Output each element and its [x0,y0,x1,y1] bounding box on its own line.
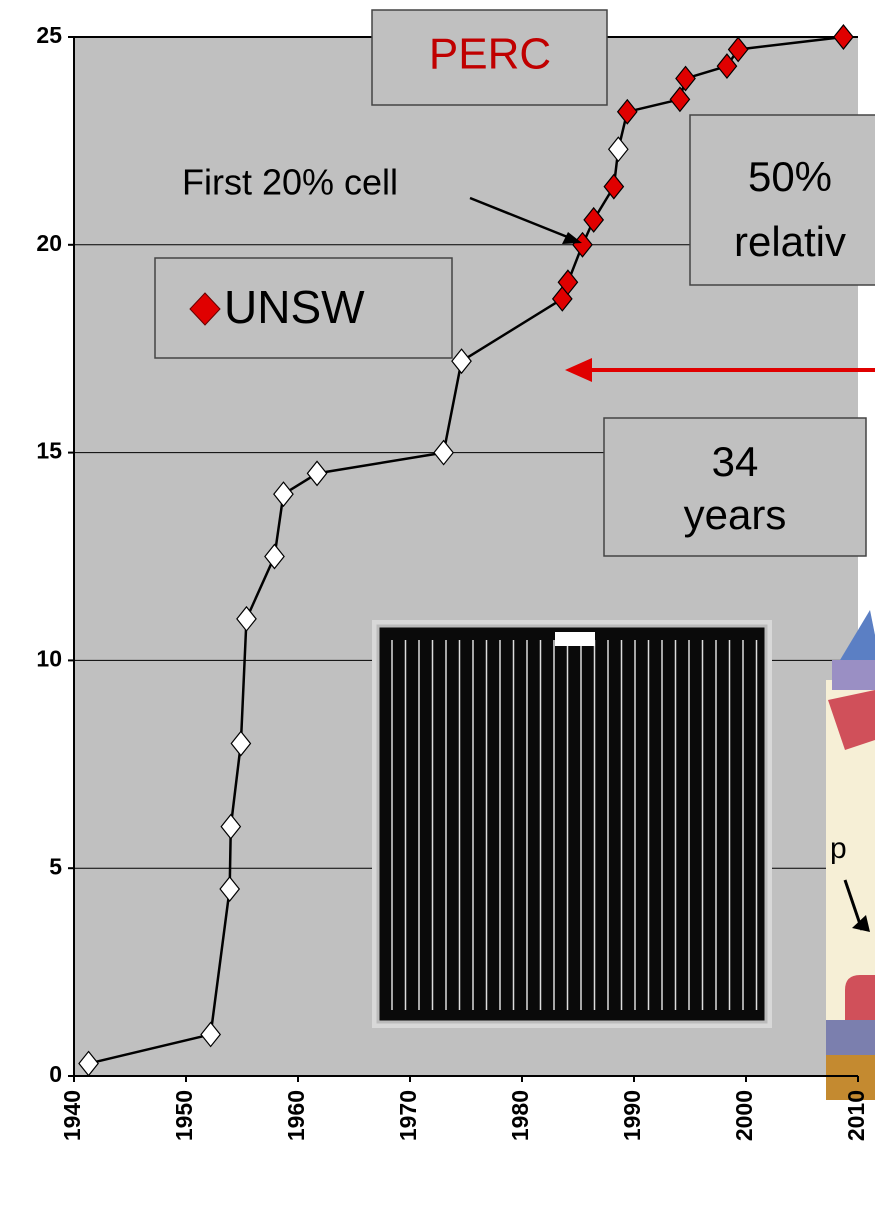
cell-photo [372,620,772,1028]
relative-label: 50% [748,153,832,200]
years-label: 34 [712,438,759,485]
diagram-label: p [830,832,847,865]
page: {"chart_data": { "type": "scatter", "xli… [0,0,875,1218]
x-tick-label: 2010 [843,1090,869,1141]
x-tick-label: 1990 [619,1090,645,1141]
y-tick-label: 5 [49,853,62,879]
relative-label: relativ [734,218,846,265]
x-tick-label: 1950 [171,1090,197,1141]
x-tick-label: 1960 [283,1090,309,1141]
y-tick-label: 10 [36,645,62,671]
chart: p PERC First 20% cell UNSW 50% relativ 3… [0,0,875,1218]
perc-label: PERC [429,30,551,79]
y-tick-label: 0 [49,1061,62,1087]
x-tick-label: 2000 [731,1090,757,1141]
cell-diagram: p [826,610,875,1100]
legend-label: UNSW [224,281,365,333]
first-cell-label: First 20% cell [182,162,398,203]
y-tick-label: 25 [36,22,62,48]
y-tick-label: 20 [36,230,62,256]
years-label: years [684,491,787,538]
x-tick-label: 1940 [59,1090,85,1141]
x-tick-label: 1980 [507,1090,533,1141]
x-tick-label: 1970 [395,1090,421,1141]
y-tick-label: 15 [36,438,62,464]
